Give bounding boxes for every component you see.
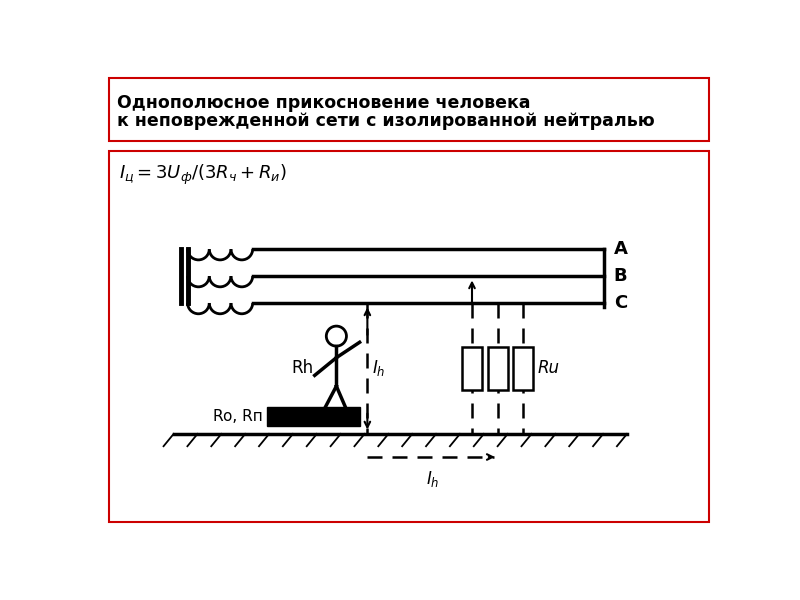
FancyBboxPatch shape (110, 78, 709, 141)
Text: A: A (614, 240, 628, 258)
Bar (462, 347, 482, 389)
Bar (266, 407, 360, 426)
Bar (487, 347, 508, 389)
Text: B: B (614, 267, 627, 285)
Text: Rh: Rh (291, 359, 314, 377)
Text: C: C (614, 294, 627, 312)
Text: $I_h$: $I_h$ (426, 469, 439, 490)
Text: $I_ц = 3U_ф /(3R_ч + R_и)$: $I_ц = 3U_ф /(3R_ч + R_и)$ (118, 163, 286, 187)
Text: Ru: Ru (537, 359, 559, 377)
Text: Однополюсное прикосновение человека: Однополюсное прикосновение человека (117, 94, 530, 112)
Text: $I_h$: $I_h$ (372, 358, 386, 379)
Bar (513, 347, 534, 389)
Text: к неповрежденной сети с изолированной нейтралью: к неповрежденной сети с изолированной не… (117, 112, 654, 130)
Text: Ro, Rп: Ro, Rп (213, 409, 262, 424)
FancyBboxPatch shape (110, 151, 709, 523)
